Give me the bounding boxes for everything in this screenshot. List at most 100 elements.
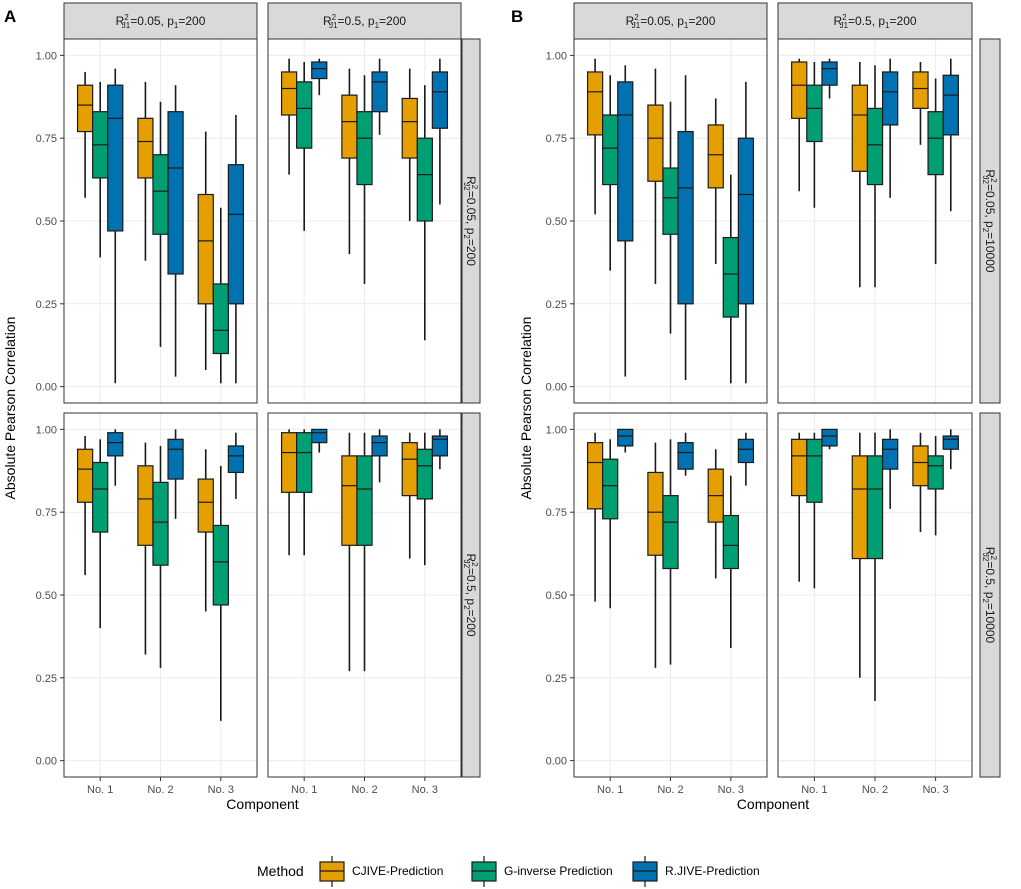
legend-items: CJIVE-Prediction G-inverse Prediction R.JI… — [319, 856, 760, 887]
facet-panel — [267, 38, 462, 404]
box-g-inverse-prediction — [927, 436, 944, 536]
box-iqr — [662, 167, 679, 235]
box-g-inverse-prediction — [722, 475, 739, 648]
y-tick-label: 0.75 — [546, 507, 567, 519]
box-r-jive-prediction — [737, 432, 755, 486]
facet-label-part: R — [323, 14, 332, 28]
box-iqr — [401, 442, 418, 497]
box-iqr — [212, 524, 229, 606]
box-g-inverse-prediction — [152, 445, 169, 668]
x-tick-label: No. 1 — [87, 784, 113, 796]
box-iqr — [586, 442, 604, 510]
facet-label-part: J2 — [462, 182, 471, 191]
box-iqr — [912, 71, 929, 109]
box-g-inverse-prediction — [152, 101, 169, 347]
box-iqr — [806, 84, 823, 143]
column-strip — [267, 2, 462, 40]
box-iqr — [416, 448, 433, 500]
box-iqr — [707, 124, 724, 189]
facet-label-part: 2 — [470, 562, 479, 567]
box-iqr — [647, 104, 664, 182]
box-iqr — [866, 107, 884, 186]
box-iqr — [296, 81, 313, 149]
facet-label-part: =0.05, p — [640, 14, 684, 28]
facet-label-part: =200 — [890, 14, 917, 28]
y-tick-label: 0.50 — [546, 590, 567, 602]
x-tick-label: No. 3 — [922, 784, 948, 796]
box-cjive-prediction — [401, 68, 418, 221]
box-iqr — [647, 471, 664, 556]
box-iqr — [866, 455, 884, 560]
facet-label-part: =200 — [464, 610, 478, 637]
facet-label-part: R — [833, 14, 842, 28]
box-iqr — [881, 438, 899, 470]
box-g-inverse-prediction — [416, 432, 433, 566]
box-iqr — [197, 193, 214, 305]
box-r-jive-prediction — [227, 115, 245, 384]
box-iqr — [737, 137, 755, 305]
facet-label-part: =10000 — [983, 603, 997, 644]
panel-border — [267, 38, 462, 404]
box-cjive-prediction — [76, 71, 94, 198]
facet-panel: 0.00 0.25 0.50 0.75 1.00 No. 1 No. 2 No. 3 — [546, 412, 768, 796]
row-strip — [461, 412, 481, 778]
box-g-inverse-prediction — [212, 207, 229, 384]
box-r-jive-prediction — [737, 81, 755, 384]
y-tick-label: 0.00 — [546, 382, 567, 394]
y-tick-label: 0.00 — [36, 756, 57, 768]
row-strip-label: R2J2=0.5, p2=200 — [462, 553, 479, 636]
figure-layer: R2 J1=0.05, p1=200 R2 J1=0.5, p1=200R2J2=0.… — [2, 2, 1001, 812]
panel-letter-b: B — [511, 7, 523, 26]
facet-label-part: R — [464, 176, 478, 185]
legend-item: R.JIVE-Prediction — [632, 856, 760, 887]
y-tick-label: 1.00 — [36, 50, 57, 62]
box-g-inverse-prediction — [602, 439, 619, 609]
facet-label-part: R — [983, 169, 997, 178]
legend-label: G-inverse Prediction — [504, 864, 613, 878]
facet-label-part: =200 — [379, 14, 406, 28]
facet-label-part: 2 — [989, 555, 998, 560]
facet-label-part: =0.05, p — [983, 184, 997, 228]
column-strip — [63, 2, 258, 40]
facet-label-part: 2 — [634, 13, 639, 22]
y-tick-label: 0.50 — [36, 590, 57, 602]
x-tick-label: No. 2 — [147, 784, 173, 796]
box-iqr — [401, 97, 418, 159]
box-iqr — [722, 236, 739, 318]
box-cjive-prediction — [707, 449, 724, 579]
row-strip — [979, 38, 1001, 404]
box-iqr — [927, 455, 944, 490]
box-iqr — [431, 435, 449, 457]
x-tick-label: No. 1 — [801, 784, 827, 796]
facet-label-part: 2 — [842, 13, 847, 22]
box-g-inverse-prediction — [92, 439, 109, 629]
y-tick-label: 1.00 — [36, 424, 57, 436]
facet-label-part: =200 — [688, 14, 715, 28]
box-g-inverse-prediction — [296, 429, 313, 556]
y-tick-label: 0.00 — [546, 756, 567, 768]
column-strip-label: R2 J1=0.05, p1=200 — [626, 13, 716, 30]
box-cjive-prediction — [912, 62, 929, 145]
box-r-jive-prediction — [677, 75, 694, 380]
facet-label-part: =0.5, p — [338, 14, 375, 28]
box-iqr — [806, 438, 823, 503]
box-iqr — [602, 114, 619, 186]
y-tick-label: 0.25 — [36, 673, 57, 685]
y-tick-label: 1.00 — [546, 424, 567, 436]
facet-panel — [777, 38, 973, 404]
facet-panel: 0.00 0.25 0.50 0.75 1.00 — [546, 38, 768, 404]
legend-label: CJIVE-Prediction — [352, 864, 443, 878]
facet-label-part: =0.5, p — [848, 14, 885, 28]
box-iqr — [311, 61, 328, 80]
y-tick-label: 0.75 — [36, 133, 57, 145]
box-iqr — [107, 432, 124, 457]
box-iqr — [617, 428, 634, 447]
facet-label-part: J2 — [981, 553, 990, 562]
box-iqr — [371, 435, 388, 457]
box-iqr — [881, 71, 899, 126]
box-iqr — [341, 94, 358, 159]
box-iqr — [617, 81, 634, 242]
x-tick-label: No. 3 — [718, 784, 744, 796]
box-iqr — [677, 130, 694, 305]
x-axis-title: Component — [737, 796, 809, 812]
